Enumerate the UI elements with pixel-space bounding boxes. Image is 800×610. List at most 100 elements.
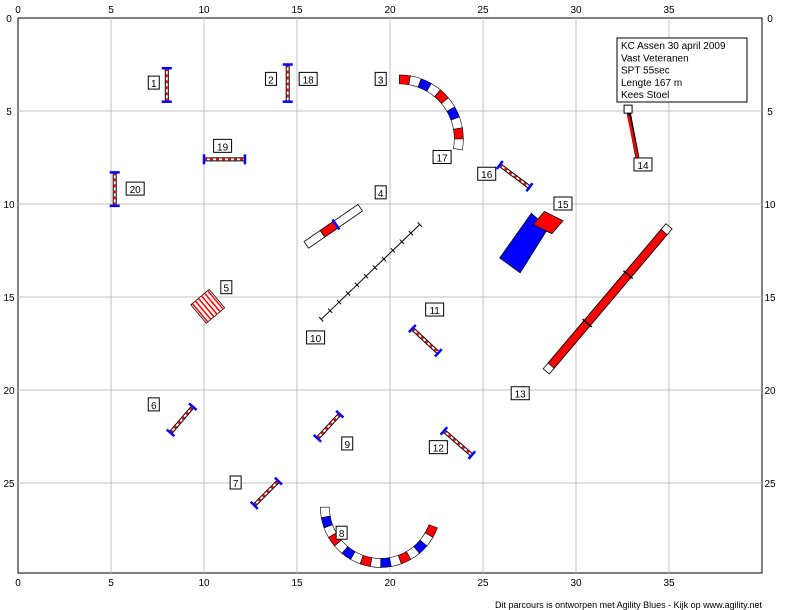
tunnel-3	[399, 74, 464, 151]
hurdle-wing	[434, 348, 443, 358]
table-stripe	[194, 300, 212, 320]
tunnel-segment	[453, 138, 464, 151]
tunnel-segment	[320, 506, 331, 518]
weave-pole	[318, 316, 324, 322]
hurdle-wing	[335, 409, 345, 419]
number-text: 8	[339, 529, 345, 540]
x-tick-bottom: 25	[477, 578, 489, 589]
number-box	[213, 138, 233, 153]
hurdle-wing	[188, 402, 198, 411]
info-line: SPT 55sec	[621, 66, 670, 77]
info-line: Vast Veteranen	[621, 53, 689, 64]
hurdle-20	[109, 171, 120, 208]
obstacle-number-6: 6	[147, 397, 160, 412]
x-tick-bottom: 0	[15, 578, 21, 589]
obstacle-number-11: 11	[425, 302, 445, 317]
hurdle-wing	[249, 500, 259, 510]
table-stripe	[191, 303, 209, 323]
obstacle-number-17: 17	[432, 150, 452, 165]
number-text: 16	[481, 170, 493, 181]
x-tick-top: 35	[663, 5, 675, 16]
obstacle-number-18: 18	[298, 71, 318, 86]
hurdle-wing	[525, 182, 534, 193]
x-tick-bottom: 15	[291, 578, 303, 589]
plank	[542, 223, 673, 375]
hurdle-wing	[273, 476, 283, 486]
number-box	[147, 397, 160, 412]
tunnel-segment	[380, 557, 392, 568]
number-box	[633, 157, 653, 172]
tire-bar	[626, 114, 639, 158]
chute-barrel	[532, 210, 564, 235]
x-tick-top: 15	[291, 5, 303, 16]
table-5	[190, 288, 226, 324]
number-box	[374, 71, 387, 86]
obstacle-number-13: 13	[510, 386, 530, 401]
y-tick-left: 25	[3, 479, 15, 490]
y-tick-left: 15	[3, 293, 15, 304]
number-box	[147, 75, 160, 90]
y-tick-right: 15	[764, 293, 776, 304]
weave-pole	[327, 308, 333, 314]
obstacle-number-10: 10	[306, 330, 326, 345]
number-text: 2	[268, 75, 274, 86]
number-text: 5	[224, 284, 230, 295]
weavepoles-10	[318, 221, 423, 322]
x-tick-bottom: 20	[384, 578, 396, 589]
hurdle-wing	[439, 426, 449, 436]
plank	[303, 203, 364, 249]
number-box	[264, 71, 277, 86]
obstacle-number-7: 7	[229, 475, 242, 490]
x-tick-top: 30	[570, 5, 582, 16]
dogwalk-13	[542, 223, 673, 375]
number-box	[425, 302, 445, 317]
number-box	[229, 475, 242, 490]
hurdle-bar-white	[316, 413, 341, 440]
info-line: Kees Stoel	[621, 90, 669, 101]
hurdle-bar-white	[169, 406, 194, 434]
obstacle-number-3: 3	[374, 71, 387, 86]
number-box	[220, 280, 233, 295]
hurdle-16	[495, 160, 534, 193]
x-tick-top: 5	[108, 5, 114, 16]
info-line: Lengte 167 m	[621, 78, 682, 89]
y-tick-left: 5	[6, 107, 12, 118]
hurdle-9	[312, 409, 345, 443]
obstacle-number-4: 4	[374, 185, 387, 200]
hurdle-19	[202, 154, 247, 165]
x-tick-top: 20	[384, 5, 396, 16]
plank-red	[547, 228, 668, 369]
tire-14	[623, 104, 640, 158]
x-tick-top: 25	[477, 5, 489, 16]
number-box	[374, 185, 387, 200]
hurdle-wing	[495, 160, 504, 170]
hurdle-11	[408, 324, 443, 358]
obstacle-number-12: 12	[428, 440, 448, 455]
hurdle-7	[249, 476, 283, 510]
x-tick-bottom: 10	[198, 578, 210, 589]
number-box	[306, 330, 326, 345]
tunnel-segment	[399, 74, 411, 86]
number-text: 10	[310, 334, 322, 345]
footer-credit: Dit parcours is ontworpen met Agility Bl…	[495, 600, 762, 610]
obstacle-number-20: 20	[125, 181, 145, 196]
obstacle-number-14: 14	[633, 157, 653, 172]
number-text: 14	[637, 161, 649, 172]
hurdle-bar-white	[253, 480, 280, 507]
hurdle-wing	[165, 428, 176, 437]
number-box	[432, 150, 452, 164]
number-box	[553, 196, 573, 211]
y-tick-left: 10	[3, 200, 15, 211]
weave-line	[320, 224, 421, 320]
table-stripe	[200, 295, 218, 315]
number-box	[335, 525, 348, 540]
number-text: 15	[557, 200, 569, 211]
obstacle-number-19: 19	[213, 138, 233, 153]
weave-pole	[372, 265, 378, 271]
weave-pole	[345, 290, 351, 296]
hurdle-wing	[312, 434, 322, 443]
weave-pole	[408, 230, 414, 236]
